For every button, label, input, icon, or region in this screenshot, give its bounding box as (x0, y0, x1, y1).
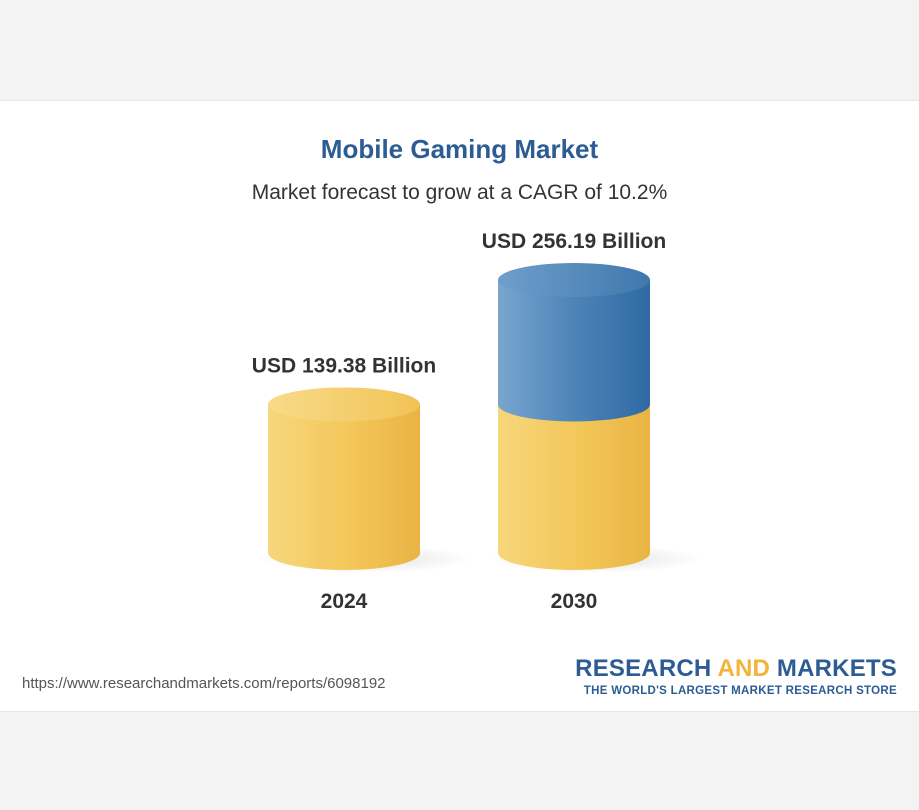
brand-logo: RESEARCH AND MARKETS THE WORLD'S LARGEST… (575, 656, 897, 698)
value-label-2030: USD 256.19 Billion (482, 231, 666, 253)
brand-word-and: AND (717, 655, 771, 682)
brand-tagline: THE WORLD'S LARGEST MARKET RESEARCH STOR… (583, 685, 897, 697)
brand-name: RESEARCH AND MARKETS (575, 656, 897, 682)
infographic-card: Mobile Gaming Market Market forecast to … (0, 100, 919, 712)
chart-subtitle: Market forecast to grow at a CAGR of 10.… (251, 181, 668, 204)
bar-growth-2030 (498, 280, 650, 422)
chart-title: Mobile Gaming Market (320, 134, 599, 164)
bar-base-2030 (498, 404, 650, 570)
bar-top-2030 (498, 263, 650, 297)
category-label-2024: 2024 (321, 590, 368, 613)
bar-2024 (268, 404, 420, 570)
value-label-2024: USD 139.38 Billion (252, 354, 436, 377)
brand-word-research: RESEARCH (575, 655, 712, 682)
bar-top-2024 (268, 387, 420, 422)
cylinder-bar-chart: USD 139.38 Billion 2024 USD 256.19 Billion… (252, 231, 702, 613)
brand-word-markets: MARKETS (776, 655, 897, 682)
category-label-2030: 2030 (551, 590, 598, 613)
source-url[interactable]: https://www.researchandmarkets.com/repor… (22, 675, 386, 692)
